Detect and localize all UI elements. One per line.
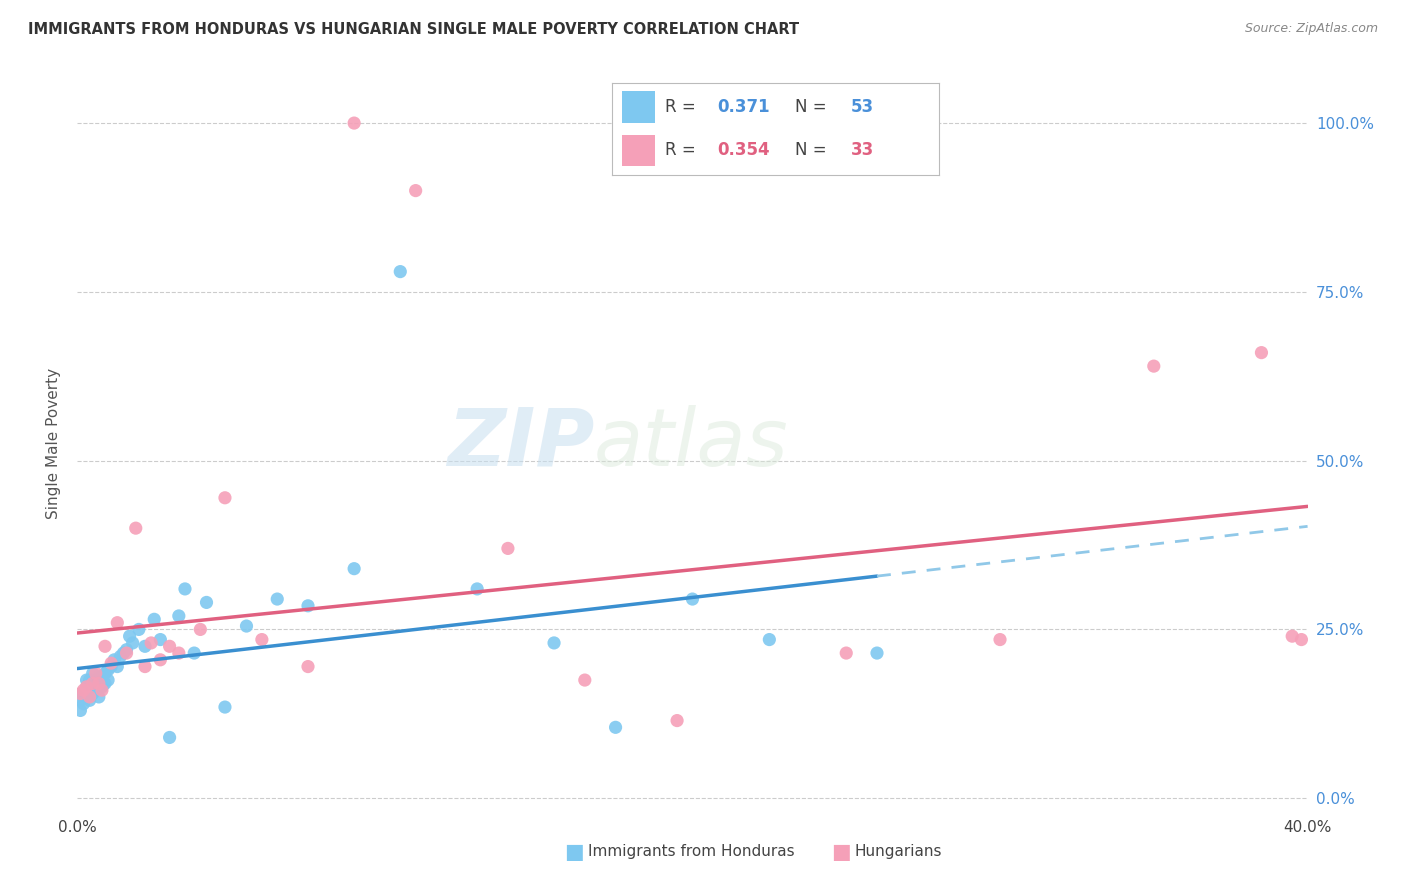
Point <box>79 690 101 704</box>
Point <box>141 636 163 650</box>
Point <box>1143 359 1166 373</box>
Point <box>110 649 132 664</box>
Point <box>79 683 101 698</box>
Text: Immigrants from Honduras: Immigrants from Honduras <box>588 845 794 859</box>
Point <box>134 640 156 654</box>
Point <box>214 491 236 505</box>
Point <box>84 666 107 681</box>
Point <box>121 636 143 650</box>
Point <box>682 592 704 607</box>
Text: IMMIGRANTS FROM HONDURAS VS HUNGARIAN SINGLE MALE POVERTY CORRELATION CHART: IMMIGRANTS FROM HONDURAS VS HUNGARIAN SI… <box>28 22 799 37</box>
Point <box>149 653 172 667</box>
Point <box>183 646 205 660</box>
Point <box>82 687 104 701</box>
Point <box>988 632 1011 647</box>
Point <box>134 659 156 673</box>
Point <box>343 116 366 130</box>
Point <box>167 646 190 660</box>
Text: ■: ■ <box>831 842 851 862</box>
Point <box>82 666 104 681</box>
Point <box>574 673 596 687</box>
Point <box>405 184 427 198</box>
Point <box>87 680 110 694</box>
Point <box>159 731 181 745</box>
Text: Source: ZipAtlas.com: Source: ZipAtlas.com <box>1244 22 1378 36</box>
Point <box>118 629 141 643</box>
Point <box>100 656 122 670</box>
Point <box>69 687 91 701</box>
Point <box>167 609 190 624</box>
Point <box>266 592 288 607</box>
Point <box>195 595 218 609</box>
Point <box>100 659 122 673</box>
Point <box>605 720 627 734</box>
Point <box>76 680 98 694</box>
Point <box>72 683 94 698</box>
Point <box>90 680 114 694</box>
Point <box>79 673 101 687</box>
Point <box>82 676 104 690</box>
Point <box>128 623 150 637</box>
Point <box>76 673 98 687</box>
Point <box>69 703 91 717</box>
Point <box>72 687 94 701</box>
Point <box>82 676 104 690</box>
Point <box>105 615 128 630</box>
Point <box>94 676 117 690</box>
Point <box>1281 629 1303 643</box>
Point <box>112 646 135 660</box>
Point <box>297 659 319 673</box>
Point <box>1291 632 1313 647</box>
Point <box>84 683 107 698</box>
Point <box>97 663 120 677</box>
Point <box>496 541 519 556</box>
Point <box>87 676 110 690</box>
Point <box>115 646 138 660</box>
Point <box>465 582 488 596</box>
Point <box>835 646 858 660</box>
Point <box>543 636 565 650</box>
Point <box>87 670 110 684</box>
Point <box>758 632 780 647</box>
Point <box>90 683 114 698</box>
Point <box>159 640 181 654</box>
Text: atlas: atlas <box>595 405 789 483</box>
Point <box>90 670 114 684</box>
Text: ■: ■ <box>564 842 583 862</box>
Point <box>115 642 138 657</box>
Point <box>149 632 172 647</box>
Text: ZIP: ZIP <box>447 405 595 483</box>
Point <box>69 693 91 707</box>
Point <box>389 264 412 278</box>
Text: Hungarians: Hungarians <box>855 845 942 859</box>
Point <box>343 562 366 576</box>
Point <box>72 697 94 711</box>
Point <box>143 612 166 626</box>
Point <box>105 659 128 673</box>
Point <box>666 714 689 728</box>
Y-axis label: Single Male Poverty: Single Male Poverty <box>45 368 60 519</box>
Point <box>76 690 98 704</box>
Point <box>84 673 107 687</box>
Point <box>125 521 148 535</box>
Point <box>1250 345 1272 359</box>
Point <box>97 673 120 687</box>
Point <box>188 623 212 637</box>
Point <box>214 700 236 714</box>
Point <box>250 632 273 647</box>
Point <box>866 646 889 660</box>
Point <box>297 599 319 613</box>
Point <box>103 653 125 667</box>
Point <box>87 690 110 704</box>
Point <box>174 582 197 596</box>
Point <box>94 666 117 681</box>
Point <box>76 680 98 694</box>
Point <box>79 693 101 707</box>
Point <box>235 619 257 633</box>
Point <box>94 640 117 654</box>
